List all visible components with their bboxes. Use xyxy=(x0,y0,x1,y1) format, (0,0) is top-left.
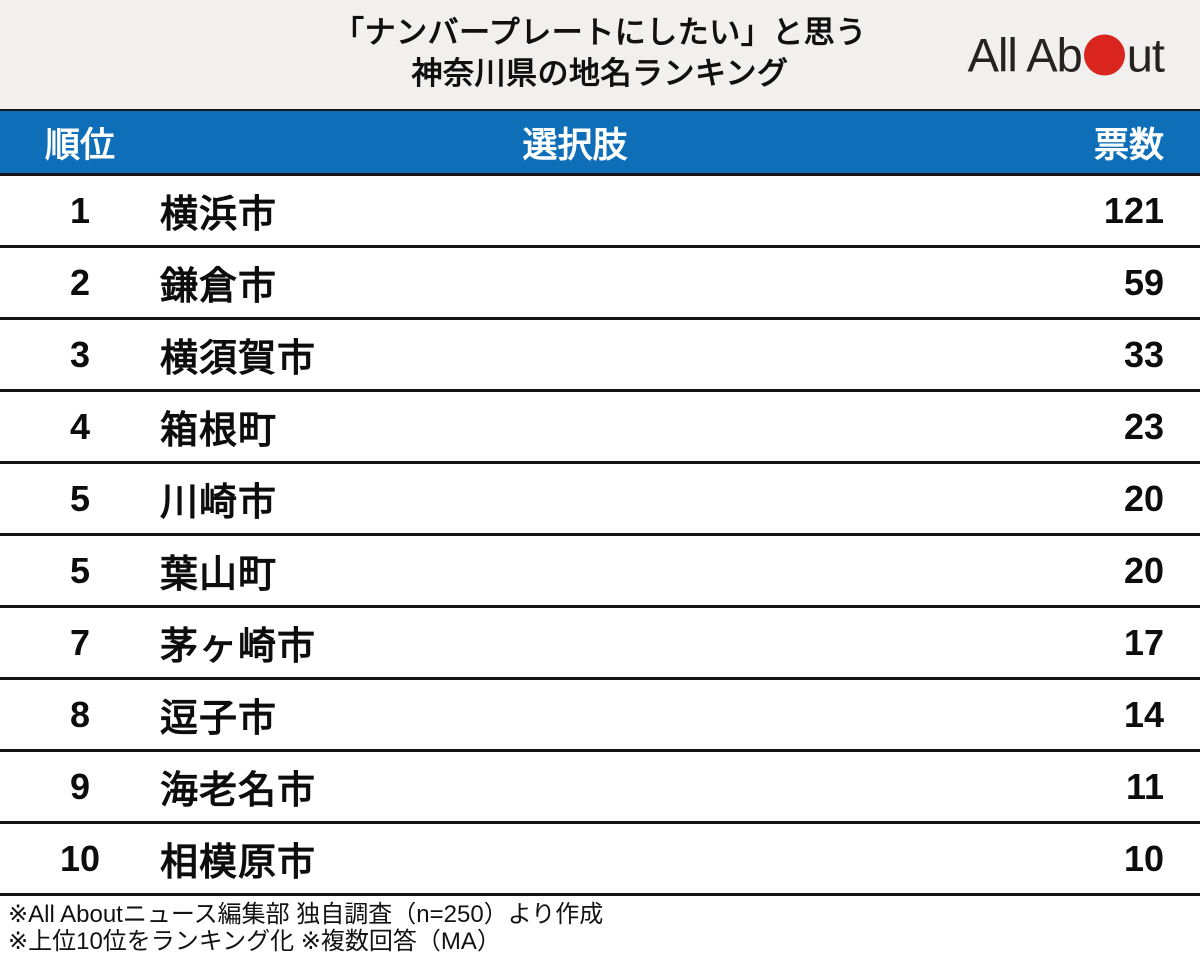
table-row: 3 横須賀市 33 xyxy=(0,320,1200,392)
votes-cell: 14 xyxy=(1123,693,1164,735)
votes-cell: 59 xyxy=(1123,261,1164,303)
votes-cell: 10 xyxy=(1123,837,1164,879)
rank-column-header: 順位 xyxy=(44,125,115,165)
table-row: 1 横浜市 121 xyxy=(0,176,1200,248)
choice-cell: 横須賀市 xyxy=(160,338,317,380)
choice-cell: 茅ヶ崎市 xyxy=(160,626,317,668)
choice-cell: 箱根町 xyxy=(160,410,278,452)
choice-cell: 逗子市 xyxy=(160,698,278,740)
votes-cell: 33 xyxy=(1123,333,1164,375)
table-row: 5 葉山町 20 xyxy=(0,536,1200,608)
choice-cell: 葉山町 xyxy=(160,554,278,596)
logo-text-right: ut xyxy=(1126,28,1165,81)
table-row: 7 茅ヶ崎市 17 xyxy=(0,608,1200,680)
page-title: 「ナンバープレートにしたい」と思う 神奈川県の地名ランキング xyxy=(0,12,1200,94)
choice-cell: 川崎市 xyxy=(160,482,278,524)
table-row: 9 海老名市 11 xyxy=(0,752,1200,824)
rank-cell: 9 xyxy=(69,765,91,807)
rank-cell: 7 xyxy=(69,621,91,663)
table-row: 4 箱根町 23 xyxy=(0,392,1200,464)
table-header-row: 順位 選択肢 票数 xyxy=(0,111,1200,176)
rank-cell: 10 xyxy=(59,837,101,879)
footer-notes: ※All Aboutニュース編集部 独自調査（n=250）より作成 ※上位10位… xyxy=(0,896,1200,955)
rank-cell: 8 xyxy=(69,693,91,735)
footer-note-2: ※上位10位をランキング化 ※複数回答（MA） xyxy=(8,928,501,955)
choice-cell: 横浜市 xyxy=(160,194,278,236)
choice-column-header: 選択肢 xyxy=(522,125,628,165)
choice-cell: 海老名市 xyxy=(160,770,317,812)
rank-cell: 2 xyxy=(69,261,91,303)
rank-cell: 3 xyxy=(69,333,91,375)
header-divider xyxy=(0,109,1200,111)
title-line-2: 神奈川県の地名ランキング xyxy=(411,56,789,91)
table-row: 8 逗子市 14 xyxy=(0,680,1200,752)
choice-cell: 相模原市 xyxy=(160,842,317,884)
table-body: 1 横浜市 121 2 鎌倉市 59 3 横須賀市 33 4 箱根町 23 5 … xyxy=(0,176,1200,896)
footer-note-1: ※All Aboutニュース編集部 独自調査（n=250）より作成 xyxy=(8,901,604,928)
votes-cell: 11 xyxy=(1125,765,1164,807)
rank-cell: 5 xyxy=(69,477,91,519)
votes-cell: 20 xyxy=(1123,549,1164,591)
table-row: 5 川崎市 20 xyxy=(0,464,1200,536)
choice-cell: 鎌倉市 xyxy=(160,266,278,308)
table-row: 2 鎌倉市 59 xyxy=(0,248,1200,320)
logo-text-left: All Ab xyxy=(967,28,1083,81)
rank-cell: 5 xyxy=(69,549,91,591)
votes-column-header: 票数 xyxy=(1093,125,1164,165)
logo-red-circle-icon xyxy=(1083,34,1125,75)
rank-cell: 4 xyxy=(69,405,91,447)
votes-cell: 20 xyxy=(1123,477,1164,519)
table-row: 10 相模原市 10 xyxy=(0,824,1200,896)
votes-cell: 23 xyxy=(1123,405,1164,447)
votes-cell: 121 xyxy=(1103,189,1164,231)
allabout-logo: All Ab ut xyxy=(967,27,1165,82)
votes-cell: 17 xyxy=(1123,621,1164,663)
title-line-1: 「ナンバープレートにしたい」と思う xyxy=(333,15,867,50)
top-header: 「ナンバープレートにしたい」と思う 神奈川県の地名ランキング All Ab ut xyxy=(0,0,1200,109)
rank-cell: 1 xyxy=(69,189,91,231)
